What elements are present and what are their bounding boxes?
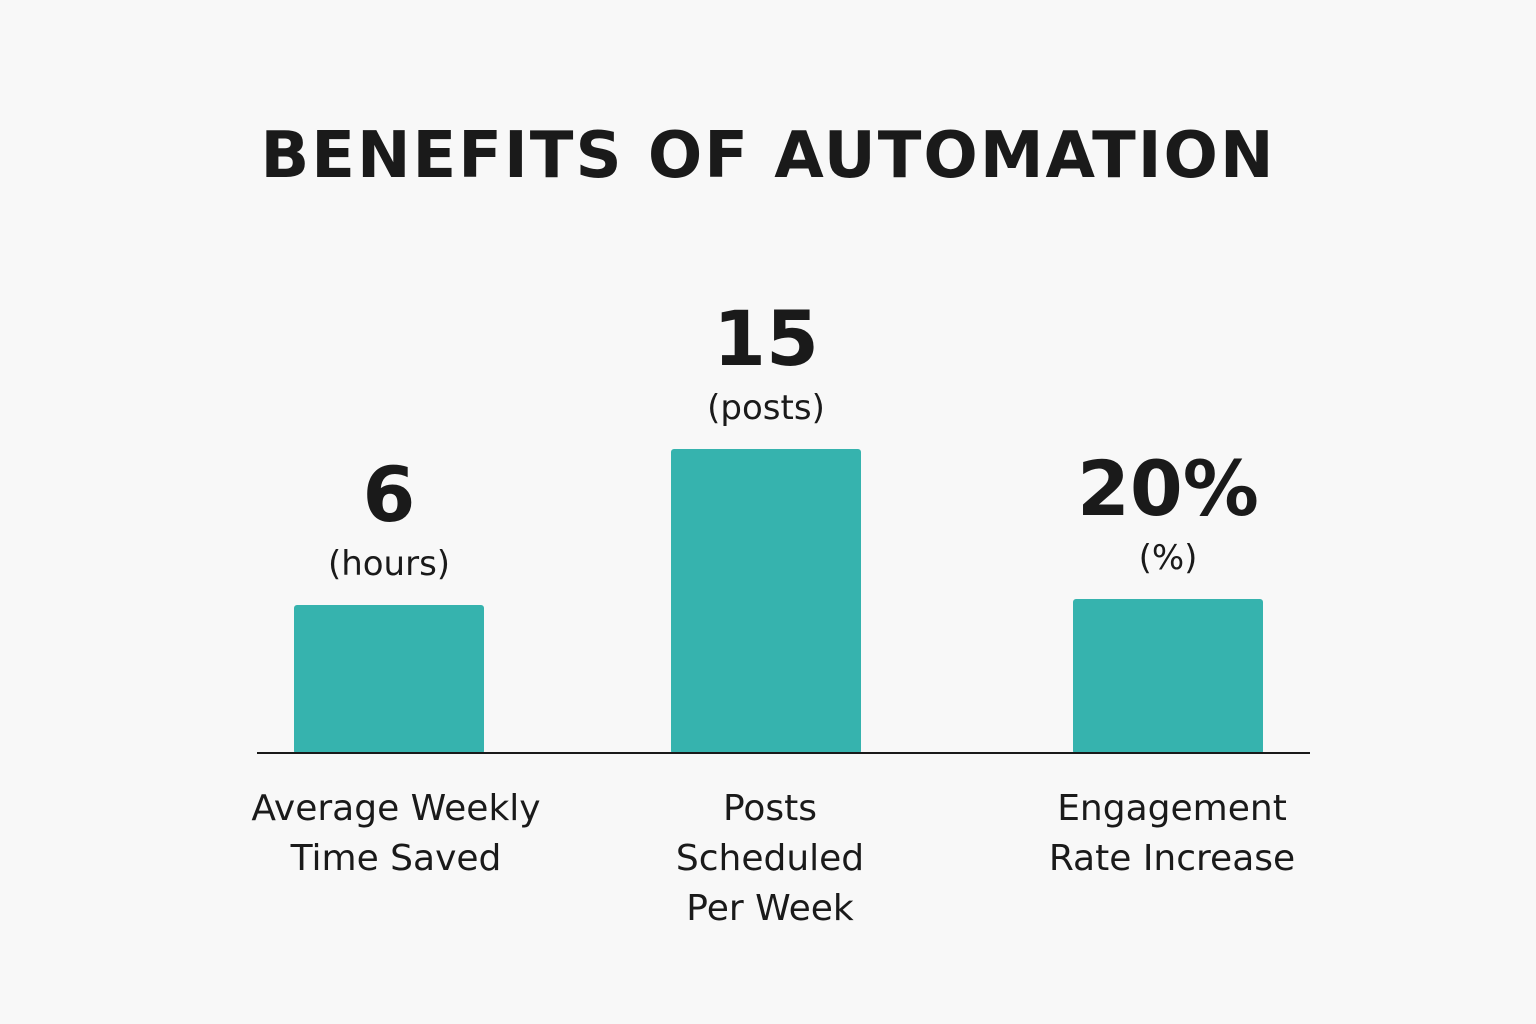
bar-1 bbox=[671, 449, 861, 754]
value-label-1: 15 bbox=[713, 294, 819, 383]
bar-2 bbox=[1073, 599, 1263, 754]
category-label-1-1: Scheduled bbox=[676, 838, 864, 879]
category-label-2-1: Rate Increase bbox=[1049, 838, 1295, 879]
value-label-0: 6 bbox=[363, 450, 416, 539]
chart-title: BENEFITS OF AUTOMATION bbox=[260, 119, 1276, 193]
category-label-0-1: Time Saved bbox=[290, 838, 502, 879]
category-label-1-2: Per Week bbox=[686, 888, 854, 929]
category-label-2-0: Engagement bbox=[1057, 788, 1287, 829]
unit-label-2: (%) bbox=[1139, 538, 1198, 578]
bar-0 bbox=[294, 605, 484, 754]
category-label-0-0: Average Weekly bbox=[251, 788, 540, 829]
unit-label-1: (posts) bbox=[707, 388, 825, 428]
unit-label-0: (hours) bbox=[328, 544, 450, 584]
category-label-1-0: Posts bbox=[723, 788, 817, 829]
value-label-2: 20% bbox=[1077, 444, 1259, 533]
